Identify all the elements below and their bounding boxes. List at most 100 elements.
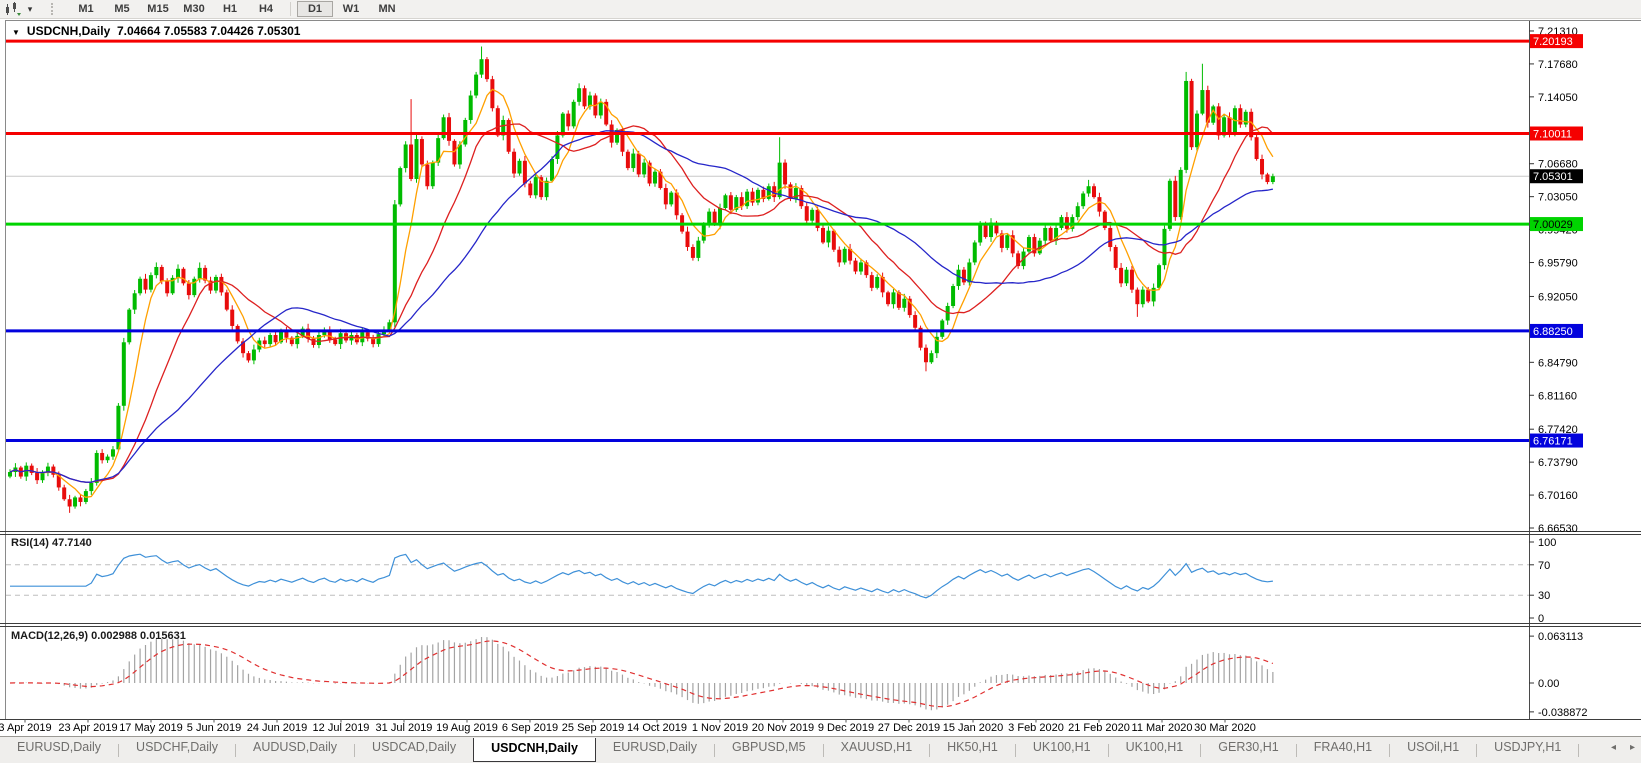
timeframe-button-m5[interactable]: M5: [104, 1, 140, 17]
candle: [956, 269, 961, 287]
price-tick-label: 6.77420: [1538, 424, 1578, 436]
candle: [929, 353, 934, 363]
timeframe-button-mn[interactable]: MN: [369, 1, 405, 17]
candle: [853, 260, 858, 272]
candle: [826, 230, 831, 243]
candle: [1135, 289, 1140, 305]
timeframe-button-w1[interactable]: W1: [333, 1, 369, 17]
candle: [138, 278, 143, 294]
candle: [604, 101, 609, 125]
rsi-pane[interactable]: [6, 553, 1529, 599]
price-tick-label: 6.73790: [1538, 457, 1578, 469]
date-axis[interactable]: 3 Apr 2019 23 Apr 2019 17 May 2019 5 Jun 20…: [0, 719, 1256, 735]
candle: [1254, 137, 1259, 160]
date-label: 1 Nov 2019: [692, 722, 748, 734]
date-label: 6 Sep 2019: [502, 722, 558, 734]
candle: [533, 177, 538, 196]
candle: [739, 197, 744, 207]
candle: [750, 191, 755, 203]
tab-divider: [118, 744, 120, 757]
candle: [425, 164, 430, 187]
date-label: 24 Jun 2019: [247, 722, 308, 734]
candle: [1146, 289, 1151, 302]
candle: [127, 309, 132, 343]
chart-tab-usdjpy-h1[interactable]: USDJPY,H1: [1494, 739, 1562, 754]
chart-tab-uk100-h1[interactable]: UK100,H1: [1125, 739, 1184, 754]
chart-tab-hk50-h1[interactable]: HK50,H1: [947, 739, 998, 754]
tab-scroll-left-icon[interactable]: ◂: [1610, 742, 1616, 753]
timeframe-button-m1[interactable]: M1: [68, 1, 104, 17]
candle: [891, 292, 896, 305]
chart-tab-usdchf-daily[interactable]: USDCHF,Daily: [136, 739, 218, 754]
candle: [961, 269, 966, 283]
candlestick-series: [8, 46, 1275, 513]
date-label: 15 Jan 2020: [943, 722, 1004, 734]
tab-divider: [1014, 744, 1016, 757]
chart-type-icon[interactable]: [3, 2, 23, 16]
macd-pane[interactable]: [9, 637, 1274, 711]
candle: [1102, 211, 1107, 228]
candle: [197, 267, 202, 279]
candle: [761, 189, 766, 199]
timeframe-button-m15[interactable]: M15: [140, 1, 176, 17]
chart-tab-usdcad-daily[interactable]: USDCAD,Daily: [372, 739, 457, 754]
toolbar-drag-handle[interactable]: [51, 3, 58, 15]
candle: [235, 325, 240, 342]
tab-scroll-right-icon[interactable]: ▸: [1629, 742, 1635, 753]
chart-type-dropdown-caret-icon[interactable]: ▾: [27, 3, 33, 14]
candle: [241, 341, 246, 354]
candle: [582, 88, 587, 107]
candle: [8, 472, 12, 477]
timeframe-button-m30[interactable]: M30: [176, 1, 212, 17]
candle: [1129, 269, 1134, 290]
chart-tab-gbpusd-m5[interactable]: GBPUSD,M5: [731, 739, 806, 754]
chart-tab-eurusd-daily[interactable]: EURUSD,Daily: [17, 739, 102, 754]
rsi-axis-label: 100: [1538, 537, 1556, 549]
candle: [1108, 227, 1113, 248]
macd-axis-label: 0.00: [1538, 678, 1559, 690]
tab-divider: [354, 744, 356, 757]
candle: [268, 335, 273, 345]
timeframe-button-d1[interactable]: D1: [297, 1, 333, 17]
candle: [246, 353, 251, 361]
rsi-axis-label: 0: [1538, 613, 1544, 625]
timeframe-button-h1[interactable]: H1: [212, 1, 248, 17]
date-label: 17 May 2019: [119, 722, 183, 734]
chart-tab-usoil-h1[interactable]: USOil,H1: [1407, 739, 1460, 754]
chart-tab-fra40-h1[interactable]: FRA40,H1: [1313, 739, 1373, 754]
chart-tab-xauusd-h1[interactable]: XAUUSD,H1: [840, 739, 913, 754]
candle: [864, 262, 869, 276]
svg-text:6.88250: 6.88250: [1533, 326, 1573, 338]
tab-divider: [1578, 744, 1580, 757]
candle: [116, 405, 121, 450]
price-tick-label: 6.81160: [1538, 390, 1577, 402]
candle: [669, 192, 674, 205]
candle: [793, 188, 798, 199]
candle: [62, 487, 67, 500]
tab-divider: [1476, 744, 1478, 757]
candle: [772, 186, 777, 198]
chart-tab-ger30-h1[interactable]: GER30,H1: [1218, 739, 1279, 754]
chart-tab-eurusd-daily[interactable]: EURUSD,Daily: [612, 739, 697, 754]
tab-divider: [1107, 744, 1109, 757]
svg-text:7.05301: 7.05301: [1533, 171, 1573, 183]
candle: [821, 227, 825, 243]
chart-tab-uk100-h1[interactable]: UK100,H1: [1032, 739, 1091, 754]
chart-tab-usdcnh-daily[interactable]: USDCNH,Daily: [473, 737, 596, 762]
main-price-pane[interactable]: [6, 39, 1529, 513]
price-axis[interactable]: 7.213107.176807.140507.066807.030506.994…: [1529, 26, 1588, 719]
candle: [1113, 247, 1118, 268]
chart-tab-audusd-daily[interactable]: AUDUSD,Daily: [253, 739, 338, 754]
candle: [365, 332, 370, 339]
chart-symbol-label: USDCNH,Daily: [26, 24, 111, 38]
price-line-label-7.05301: 7.05301: [1530, 169, 1583, 184]
moving-average-mid: [9, 123, 1274, 483]
candle: [1097, 197, 1102, 212]
timeframe-button-h4[interactable]: H4: [248, 1, 284, 17]
candle: [56, 474, 61, 488]
candle: [452, 140, 457, 165]
candle: [479, 59, 484, 75]
price-line-label-6.88250: 6.88250: [1530, 323, 1583, 338]
